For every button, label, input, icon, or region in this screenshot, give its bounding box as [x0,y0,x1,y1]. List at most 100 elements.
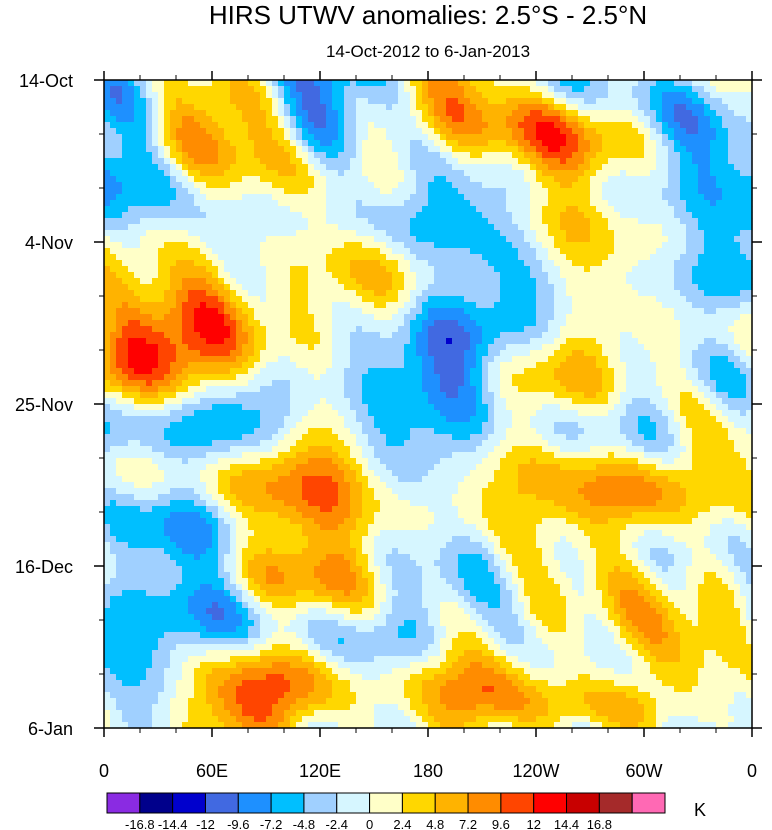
heatmap-cell [134,350,141,357]
heatmap-cell [506,134,513,141]
heatmap-cell [428,116,435,123]
heatmap-cell [260,350,267,357]
heatmap-cell [350,230,357,237]
heatmap-cell [470,218,477,225]
heatmap-cell [170,182,177,189]
heatmap-cell [338,212,345,219]
heatmap-cell [440,254,447,261]
heatmap-cell [560,314,567,321]
heatmap-cell [206,86,213,93]
heatmap-cell [602,224,609,231]
heatmap-cell [110,314,117,321]
heatmap-cell [218,182,225,189]
heatmap-cell [554,152,561,159]
heatmap-cell [554,176,561,183]
heatmap-cell [458,194,465,201]
heatmap-cell [320,302,327,309]
heatmap-cell [350,254,357,261]
heatmap-cell [560,338,567,345]
heatmap-cell [356,284,363,291]
heatmap-cell [614,122,621,129]
heatmap-cell [668,344,675,351]
heatmap-cell [122,140,129,147]
heatmap-cell [392,86,399,93]
heatmap-cell [242,134,249,141]
heatmap-cell [668,326,675,333]
heatmap-cell [242,242,249,249]
heatmap-cell [176,86,183,93]
heatmap-cell [428,176,435,183]
heatmap-cell [452,296,459,303]
heatmap-cell [266,224,273,231]
heatmap-cell [602,266,609,273]
heatmap-cell [110,86,117,93]
heatmap-cell [440,158,447,165]
heatmap-cell [548,350,555,357]
heatmap-cell [326,206,333,213]
heatmap-cell [200,344,207,351]
heatmap-cell [632,110,639,117]
heatmap-cell [422,80,429,87]
heatmap-cell [428,146,435,153]
heatmap-cell [374,314,381,321]
heatmap-cell [698,86,705,93]
heatmap-cell [134,320,141,327]
heatmap-cell [662,260,669,267]
heatmap-cell [710,206,717,213]
heatmap-cell [176,356,183,363]
heatmap-cell [530,128,537,135]
heatmap-cell [488,200,495,207]
heatmap-cell [176,188,183,195]
heatmap-cell [542,146,549,153]
heatmap-cell [458,116,465,123]
heatmap-cell [644,86,651,93]
heatmap-cell [548,110,555,117]
heatmap-cell [122,110,129,117]
heatmap-cell [632,350,639,357]
heatmap-cell [494,170,501,177]
heatmap-cell [596,110,603,117]
heatmap-cell [224,170,231,177]
heatmap-cell [680,140,687,147]
heatmap-cell [710,128,717,135]
heatmap-cell [302,314,309,321]
heatmap-cell [638,182,645,189]
heatmap-cell [350,206,357,213]
heatmap-cell [674,80,681,87]
heatmap-cell [194,278,201,285]
heatmap-cell [362,272,369,279]
heatmap-cell [134,134,141,141]
heatmap-cell [158,284,165,291]
heatmap-cell [230,344,237,351]
heatmap-cell [212,152,219,159]
heatmap-cell [368,152,375,159]
heatmap-cell [236,98,243,105]
heatmap-cell [476,188,483,195]
heatmap-cell [368,338,375,345]
heatmap-cell [548,206,555,213]
heatmap-cell [362,260,369,267]
heatmap-cell [596,188,603,195]
heatmap-cell [422,170,429,177]
heatmap-cell [326,308,333,315]
heatmap-cell [506,326,513,333]
heatmap-cell [260,278,267,285]
heatmap-cell [236,356,243,363]
heatmap-cell [224,194,231,201]
heatmap-cell [620,98,627,105]
heatmap-cell [674,92,681,99]
heatmap-cell [140,350,147,357]
heatmap-cell [716,218,723,225]
heatmap-cell [620,350,627,357]
heatmap-cell [530,188,537,195]
heatmap-cell [590,212,597,219]
heatmap-cell [362,248,369,255]
heatmap-cell [554,92,561,99]
heatmap-cell [524,110,531,117]
heatmap-cell [710,314,717,321]
heatmap-cell [656,338,663,345]
heatmap-cell [572,350,579,357]
heatmap-cell [500,230,507,237]
heatmap-cell [152,266,159,273]
heatmap-cell [290,230,297,237]
